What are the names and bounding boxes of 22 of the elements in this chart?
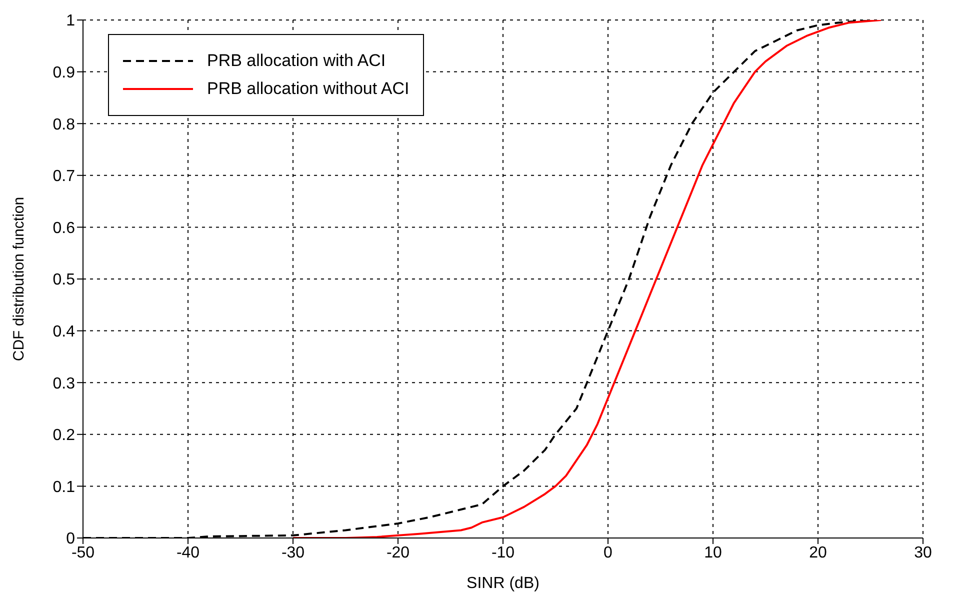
y-axis-title: CDF distribution function (10, 196, 28, 362)
x-tick-label: 10 (704, 544, 722, 562)
legend-label: PRB allocation with ACI (207, 51, 386, 71)
y-tick-label: 0.3 (52, 375, 76, 392)
y-tick-label: 0.5 (52, 272, 76, 289)
y-tick-label: 0.7 (52, 168, 76, 186)
y-tick-label: 0.2 (52, 427, 76, 444)
legend-label: PRB allocation without ACI (207, 79, 410, 99)
x-tick-label: -10 (491, 544, 515, 562)
x-tick-label: 0 (604, 544, 613, 562)
x-tick-label: -20 (386, 544, 410, 562)
x-tick-label: 20 (809, 544, 827, 562)
y-tick-label: 1 (66, 12, 76, 30)
x-axis-title: SINR (dB) (466, 575, 540, 592)
y-tick-label: 0.9 (52, 64, 76, 82)
x-tick-label: -30 (281, 544, 305, 562)
x-tick-label: 30 (914, 544, 932, 562)
y-tick-label: 0.6 (52, 220, 76, 237)
x-tick-label: -40 (176, 544, 200, 562)
y-tick-label: 0.8 (52, 116, 76, 134)
y-tick-label: 0.1 (52, 478, 76, 496)
y-tick-label: 0.4 (52, 323, 76, 340)
